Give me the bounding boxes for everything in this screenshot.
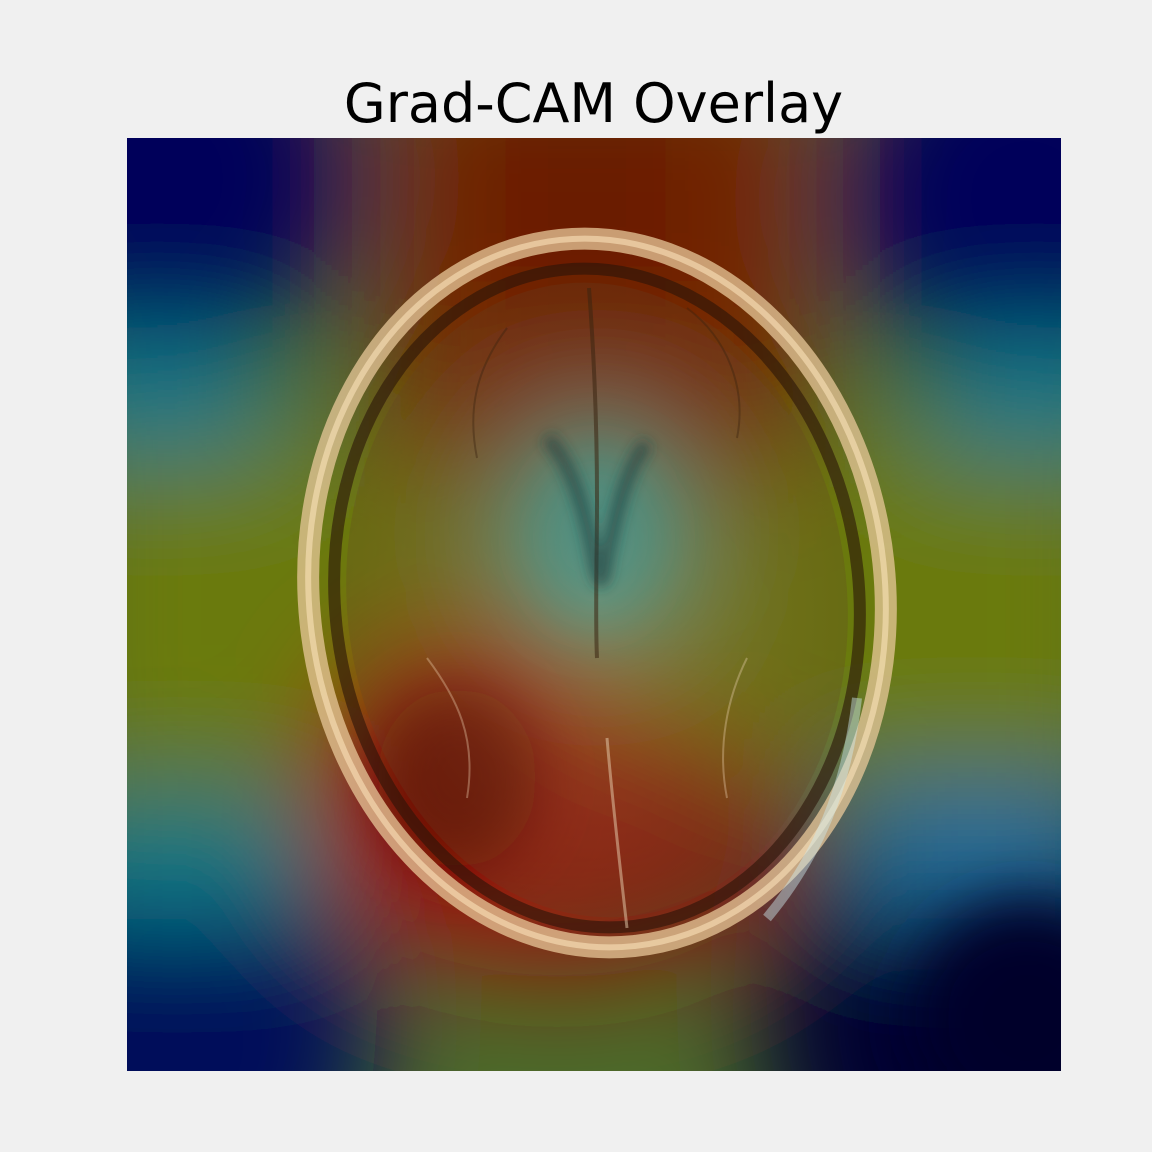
overlay-svg — [127, 138, 1061, 1071]
figure-title: Grad-CAM Overlay — [0, 72, 1152, 136]
gradcam-overlay-image — [127, 138, 1061, 1071]
